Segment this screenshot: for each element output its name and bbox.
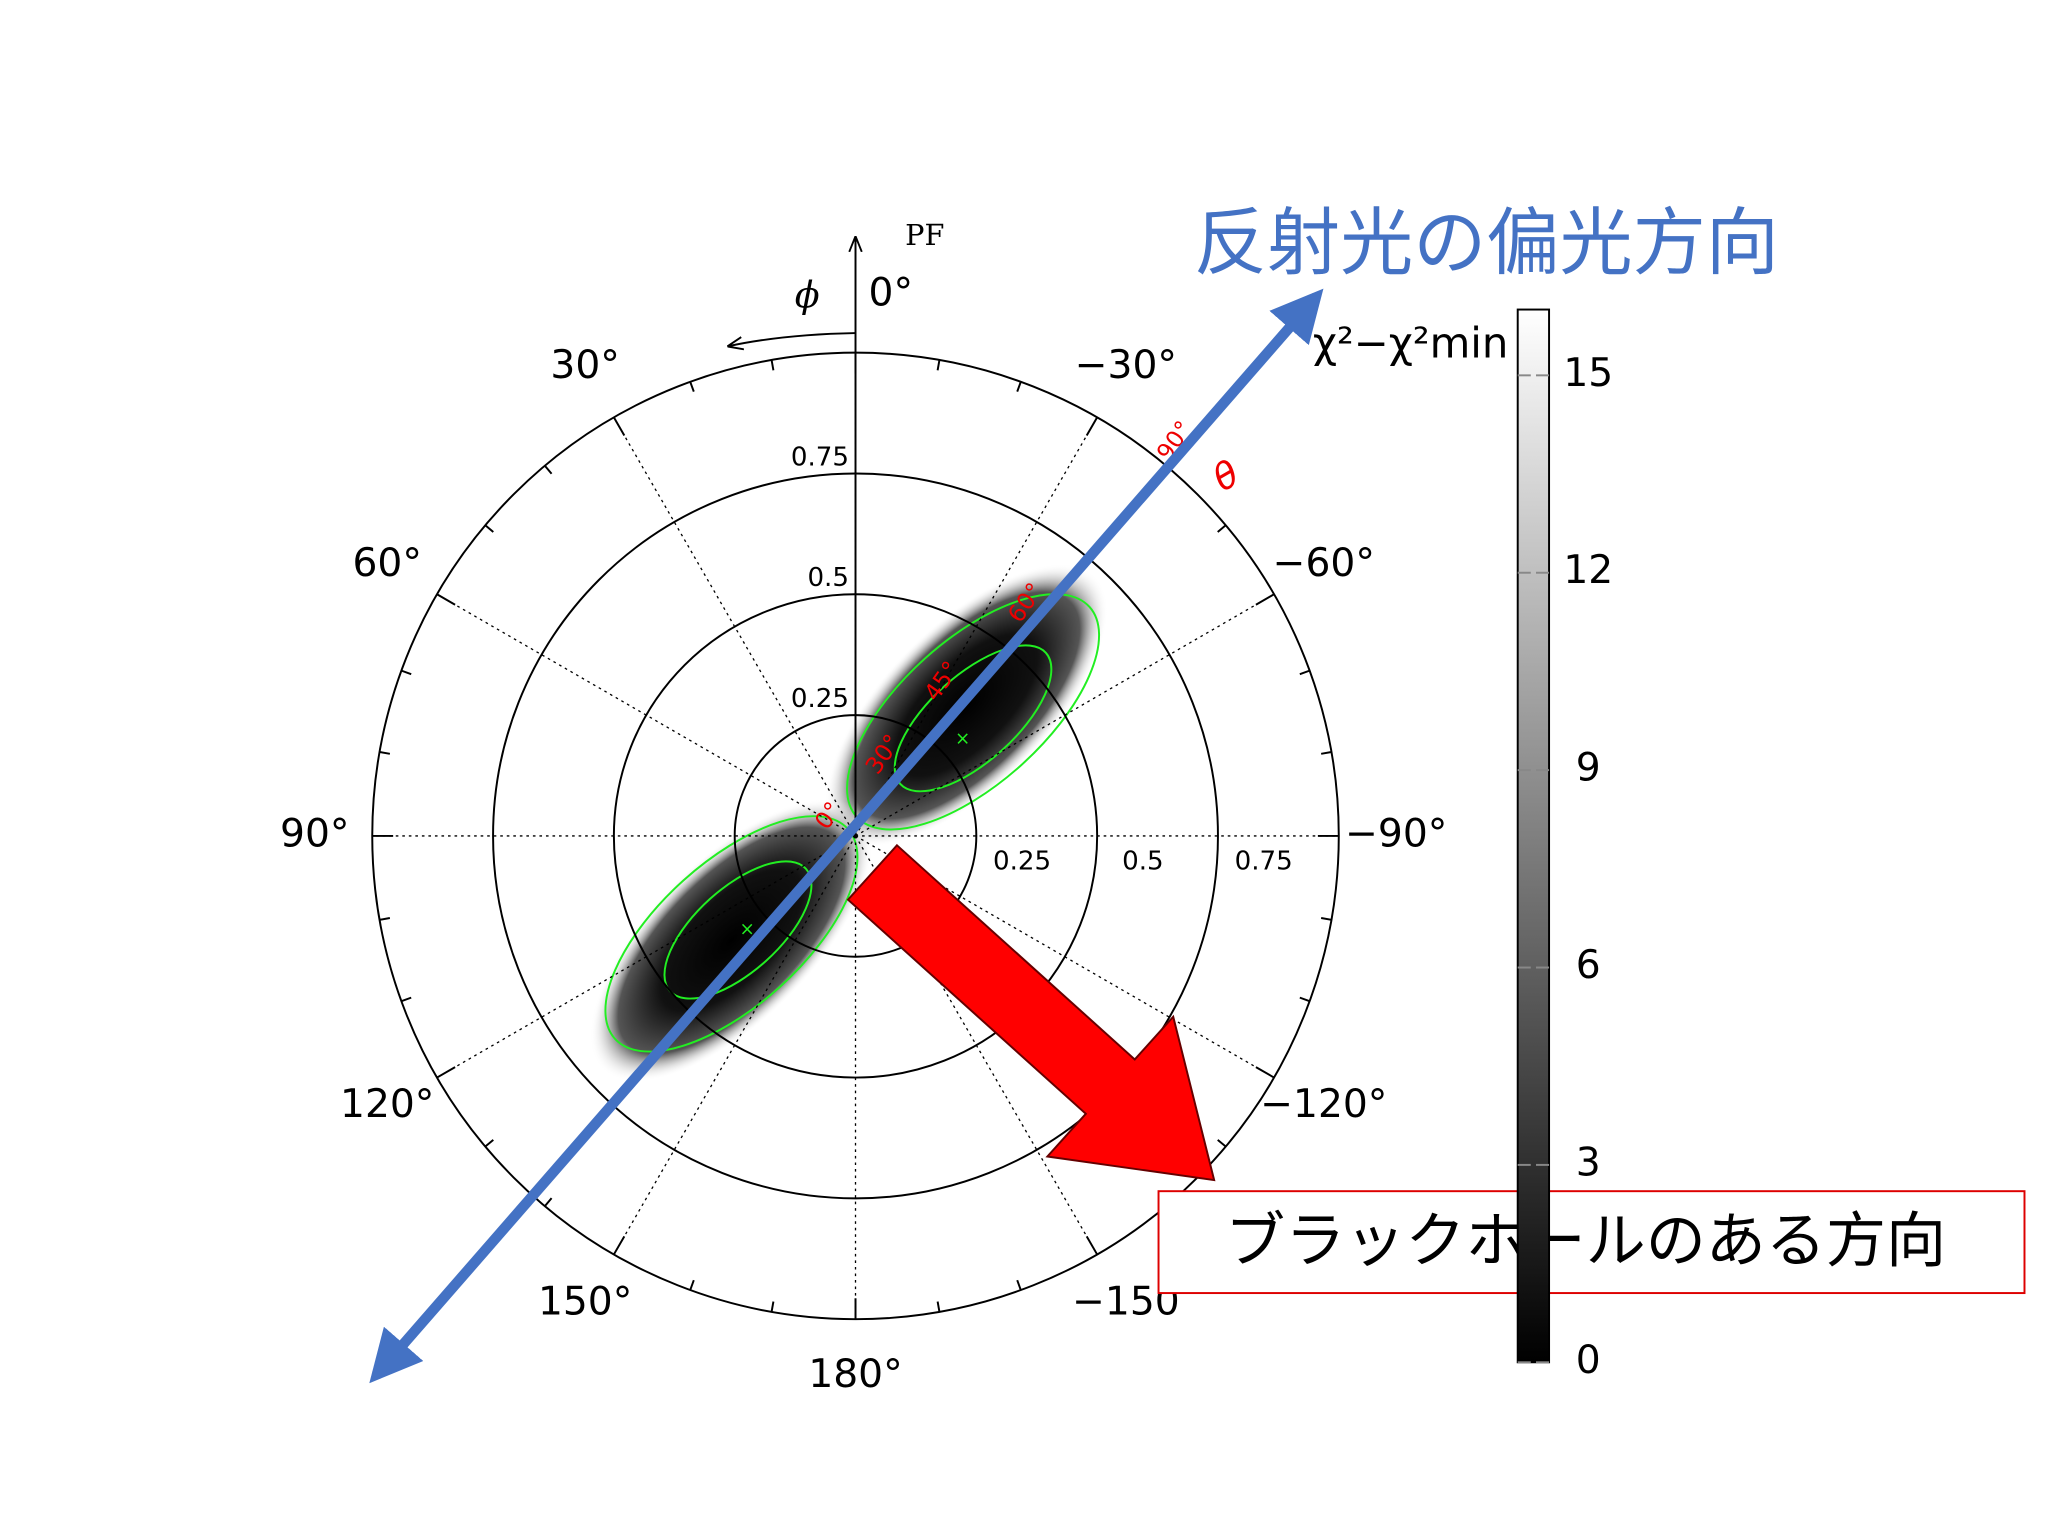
outer-tick — [1217, 524, 1227, 533]
bh-arrow — [846, 843, 1216, 1182]
outer-tick — [1320, 751, 1332, 755]
outer-tick — [379, 917, 391, 921]
outer-tick — [1016, 1279, 1022, 1291]
outer-tick — [484, 1139, 494, 1148]
angle-tick-label: −60° — [1273, 541, 1375, 586]
colorbar-tick-label: 3 — [1576, 1140, 1601, 1185]
outer-tick — [1016, 381, 1022, 392]
outer-tick — [544, 1197, 553, 1207]
outer-tick — [770, 359, 775, 371]
outer-tick — [1299, 996, 1310, 1003]
outer-tick — [689, 1279, 695, 1291]
colorbar-label: χ²−χ²min — [1313, 319, 1509, 368]
radial-tick-label: 0.25 — [791, 684, 849, 714]
outer-tick — [936, 1301, 941, 1313]
angle-tick-label: −120° — [1260, 1082, 1387, 1127]
axis-label: PF — [905, 218, 944, 252]
phi-arrow — [729, 332, 856, 346]
colorbar-tick-label: 6 — [1576, 943, 1601, 988]
radial-tick-label: 0.75 — [791, 442, 849, 472]
outer-tick — [401, 669, 412, 676]
radial-tick-label: 0.25 — [993, 847, 1051, 877]
outer-tick — [544, 465, 553, 475]
outer-tick — [379, 751, 391, 755]
annotation: ブラックホールのある方向 — [1225, 1206, 1946, 1276]
best-fit: × — [955, 728, 970, 749]
title: 反射光の偏光方向 — [1194, 201, 1779, 286]
outer-tick — [1299, 669, 1310, 676]
theta-label: θ — [1206, 452, 1247, 500]
angle-tick-label: −90° — [1345, 811, 1447, 856]
colorbar: 0 3 6 9 12 15 — [1516, 308, 1613, 1383]
radial-tick-label: 0.5 — [1122, 847, 1164, 877]
outer-tick — [770, 1301, 775, 1313]
outer-tick — [401, 996, 412, 1003]
spoke — [613, 417, 857, 837]
colorbar-tick-label: 9 — [1576, 746, 1601, 791]
angle-tick-label: −30° — [1075, 343, 1177, 388]
outer-tick — [936, 359, 941, 371]
outer-tick — [1320, 917, 1332, 921]
colorbar-tick-label: 12 — [1563, 548, 1613, 593]
angle-tick-label: 30° — [550, 343, 619, 388]
polarization-arrow — [369, 288, 1324, 1384]
outer-tick — [1217, 1139, 1227, 1148]
radial-tick-label: 0.75 — [1235, 847, 1293, 877]
radial-tick-label: 0.5 — [807, 563, 849, 593]
outer-tick — [689, 381, 695, 392]
outer-tick — [484, 524, 494, 533]
colorbar-tick-label: 0 — [1576, 1338, 1601, 1383]
angle-tick-label: 150° — [538, 1280, 632, 1325]
angle-tick-label: 0° — [869, 271, 914, 316]
phi-label: ϕ — [795, 273, 820, 316]
angle-tick-label: 180° — [808, 1352, 902, 1397]
angle-tick-label: 60° — [353, 541, 422, 586]
colorbar-tick-label: 15 — [1563, 351, 1613, 396]
angle-tick-label: 120° — [340, 1082, 434, 1127]
colorbar-fill — [1516, 308, 1551, 1364]
annotation-box — [1157, 1190, 2026, 1295]
angle-tick-label: 90° — [280, 811, 349, 856]
